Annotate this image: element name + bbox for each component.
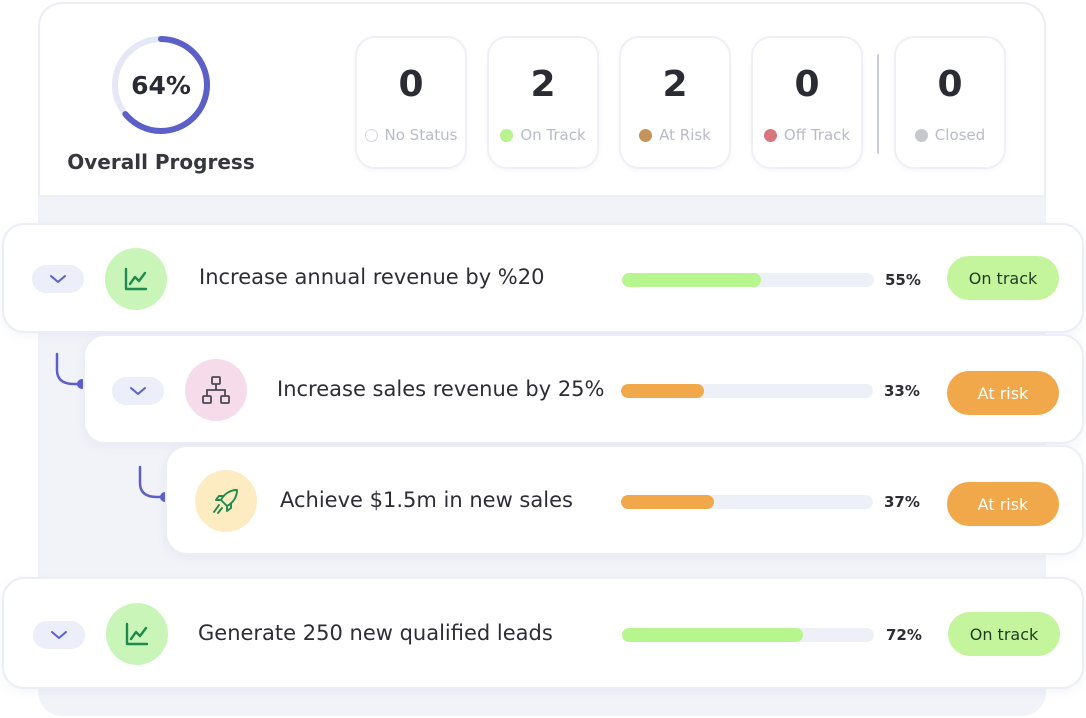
expand-button[interactable] [112, 377, 164, 405]
rocket-icon [213, 489, 238, 514]
expand-button[interactable] [33, 621, 85, 649]
progress-fill [621, 384, 705, 398]
objective-title[interactable]: Increase sales revenue by 25% [277, 377, 605, 401]
objective-row[interactable]: Generate 250 new qualified leads 72% On … [2, 577, 1084, 689]
line-chart-icon [125, 622, 149, 646]
overall-progress-label: Overall Progress [67, 150, 255, 174]
progress-bar [621, 495, 873, 509]
org-chart-icon [202, 376, 230, 404]
stat-card-off-track[interactable]: 0 Off Track [751, 36, 863, 169]
stat-label: No Status [384, 126, 458, 144]
progress-bar [622, 273, 874, 287]
stat-label: On Track [520, 126, 586, 144]
stats-divider [877, 54, 879, 154]
progress-percent: 33% [884, 382, 920, 400]
objective-icon-badge [195, 470, 257, 532]
stat-card-on-track[interactable]: 2 On Track [487, 36, 599, 169]
stat-count: 2 [530, 64, 556, 105]
stat-label: At Risk [659, 126, 711, 144]
progress-percent: 37% [884, 493, 920, 511]
objective-row[interactable]: Increase annual revenue by %20 55% On tr… [2, 223, 1084, 333]
chevron-down-icon [50, 275, 66, 283]
line-chart-icon [124, 267, 148, 291]
status-badge[interactable]: On track [948, 612, 1060, 656]
status-dot-icon [639, 128, 653, 142]
stat-card-closed[interactable]: 0 Closed [894, 36, 1006, 169]
stat-card-at-risk[interactable]: 2 At Risk [619, 36, 731, 169]
stat-count: 0 [794, 64, 820, 105]
expand-button[interactable] [32, 265, 84, 293]
progress-percent: 72% [886, 626, 922, 644]
objective-title[interactable]: Achieve $1.5m in new sales [280, 488, 573, 512]
stat-card-no-status[interactable]: 0 No Status [355, 36, 467, 169]
overall-progress-percent: 64% [131, 70, 191, 100]
progress-bar [622, 628, 874, 642]
progress-percent: 55% [885, 271, 921, 289]
objective-title[interactable]: Generate 250 new qualified leads [198, 621, 553, 645]
status-badge[interactable]: At risk [947, 371, 1059, 415]
objective-icon-badge [185, 359, 247, 421]
progress-fill [621, 495, 715, 509]
status-dot-icon [763, 128, 777, 142]
objective-row[interactable]: Increase sales revenue by 25% 33% At ris… [83, 334, 1084, 444]
objective-title[interactable]: Increase annual revenue by %20 [199, 265, 545, 289]
progress-fill [622, 628, 804, 642]
progress-bar [621, 384, 873, 398]
chevron-down-icon [130, 387, 146, 395]
status-dot-icon [364, 128, 378, 142]
objective-icon-badge [106, 603, 168, 665]
objective-row[interactable]: Achieve $1.5m in new sales 37% At risk [165, 445, 1084, 555]
progress-fill [622, 273, 761, 287]
stat-count: 0 [937, 64, 963, 105]
status-dot-icon [914, 128, 928, 142]
stat-label: Off Track [783, 126, 851, 144]
status-dot-icon [500, 128, 514, 142]
stat-count: 2 [662, 64, 688, 105]
chevron-down-icon [51, 631, 67, 639]
objective-icon-badge [105, 248, 167, 310]
status-badge[interactable]: At risk [947, 482, 1059, 526]
status-badge[interactable]: On track [947, 256, 1059, 300]
stat-count: 0 [398, 64, 424, 105]
stat-label: Closed [934, 126, 986, 144]
overall-progress-ring [112, 36, 210, 134]
